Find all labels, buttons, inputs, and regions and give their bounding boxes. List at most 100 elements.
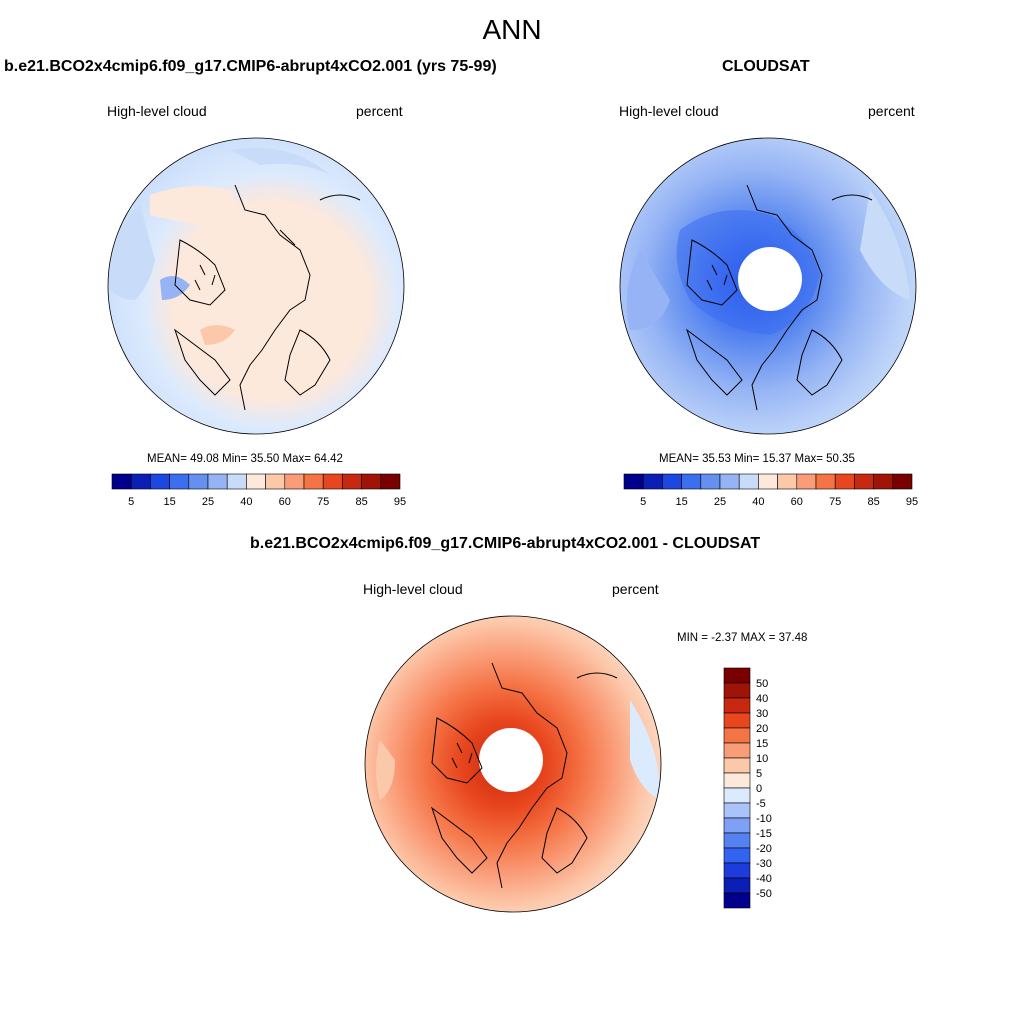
- colorbar-difference-tick-label: -50: [756, 888, 772, 900]
- map-model-field: [108, 147, 330, 345]
- colorbar-model-tick-label: 60: [279, 496, 291, 508]
- colorbar-cloudsat-swatch: [758, 473, 778, 490]
- colorbar-cloudsat-tick-label: 40: [752, 496, 764, 508]
- panel-1-variable-label: High-level cloud: [107, 103, 207, 119]
- colorbar-cloudsat-swatch: [873, 473, 894, 490]
- map-difference-field: [376, 700, 661, 800]
- colorbar-difference-swatch: [723, 712, 751, 729]
- colorbar-model-tick-label: 25: [202, 496, 214, 508]
- map-cloudsat: [619, 137, 917, 435]
- colorbar-difference-swatch: [723, 802, 751, 819]
- colorbar-model-swatch: [361, 473, 382, 490]
- colorbar-model-swatch: [342, 473, 362, 490]
- colorbar-difference-swatch: [723, 772, 751, 789]
- page-title: ANN: [482, 14, 542, 45]
- colorbar-difference-tick-label: 20: [756, 723, 768, 735]
- panel-2-units-label: percent: [868, 103, 915, 119]
- colorbar-difference-swatch: [723, 787, 751, 804]
- colorbar-difference-tick-label: 5: [756, 768, 762, 780]
- colorbar-cloudsat-swatch: [815, 473, 836, 490]
- panel-3-stats: MIN = -2.37 MAX = 37.48: [677, 632, 808, 644]
- colorbar-cloudsat-swatch: [681, 473, 702, 490]
- map-difference-frame: [364, 615, 662, 913]
- map-model: [107, 137, 405, 435]
- colorbar-difference-tick-label: -10: [756, 813, 772, 825]
- colorbar-difference-swatch: [723, 697, 751, 714]
- colorbar-cloudsat: 5 15 25 40 60 75 85 95: [623, 473, 918, 508]
- map-model-coastlines: [174, 184, 361, 411]
- map-cloudsat-pole-hole: [738, 247, 802, 311]
- colorbar-model-tick-label: 75: [317, 496, 329, 508]
- colorbar-cloudsat-swatch: [719, 473, 740, 490]
- colorbar-cloudsat-swatch: [738, 473, 759, 490]
- colorbar-model-swatch: [303, 473, 324, 490]
- panel-3-units-label: percent: [612, 581, 659, 597]
- colorbar-cloudsat-tick-label: 15: [675, 496, 687, 508]
- panel-2-title: CLOUDSAT: [722, 58, 810, 75]
- colorbar-cloudsat-swatch: [662, 473, 682, 490]
- colorbar-cloudsat-swatch: [623, 473, 644, 490]
- panel-3-variable-label: High-level cloud: [363, 581, 463, 597]
- panel-3-title: b.e21.BCO2x4cmip6.f09_g17.CMIP6-abrupt4x…: [250, 535, 761, 552]
- panel-1-title: b.e21.BCO2x4cmip6.f09_g17.CMIP6-abrupt4x…: [4, 58, 497, 75]
- colorbar-model-swatch: [130, 473, 151, 490]
- colorbar-difference-swatch: [723, 877, 751, 894]
- panel-2-variable-label: High-level cloud: [619, 103, 719, 119]
- colorbar-cloudsat-tick-label: 5: [640, 496, 646, 508]
- colorbar-model-tick-label: 95: [394, 496, 406, 508]
- colorbar-model-swatch: [111, 473, 132, 490]
- colorbar-difference-tick-label: 0: [756, 783, 762, 795]
- colorbar-model-swatch: [284, 473, 305, 490]
- colorbar-difference-swatch: [723, 667, 751, 684]
- colorbar-cloudsat-tick-label: 25: [714, 496, 726, 508]
- colorbar-difference-swatch: [723, 862, 751, 879]
- colorbar-difference-tick-label: -15: [756, 828, 772, 840]
- colorbar-model-swatch: [246, 473, 266, 490]
- colorbar-difference-swatch: [723, 757, 751, 774]
- colorbar-model-swatch: [207, 473, 228, 490]
- colorbar-model-swatch: [226, 473, 247, 490]
- panel-1-stats: MEAN= 49.08 Min= 35.50 Max= 64.42: [147, 453, 343, 465]
- colorbar-model-swatch: [188, 473, 209, 490]
- colorbar-model-tick-label: 5: [128, 496, 134, 508]
- colorbar-difference-swatch: [723, 682, 751, 699]
- colorbar-difference-tick-label: -30: [756, 858, 772, 870]
- colorbar-difference-tick-label: 15: [756, 738, 768, 750]
- colorbar-difference-swatch: [723, 847, 751, 864]
- colorbar-cloudsat-tick-label: 75: [829, 496, 841, 508]
- colorbar-cloudsat-swatch: [854, 473, 874, 490]
- colorbar-difference-tick-label: -5: [756, 798, 766, 810]
- colorbar-model-swatch: [265, 473, 286, 490]
- colorbar-model-tick-label: 85: [355, 496, 367, 508]
- colorbar-difference-tick-label: 10: [756, 753, 768, 765]
- colorbar-cloudsat-tick-label: 95: [906, 496, 918, 508]
- colorbar-model-swatch: [380, 473, 401, 490]
- map-cloudsat-coastlines: [686, 184, 873, 411]
- colorbar-cloudsat-swatch: [777, 473, 798, 490]
- colorbar-cloudsat-tick-label: 85: [867, 496, 879, 508]
- colorbar-difference-tick-label: 40: [756, 693, 768, 705]
- colorbar-difference-tick-label: -20: [756, 843, 772, 855]
- colorbar-model-swatch: [169, 473, 190, 490]
- map-difference: [364, 615, 662, 913]
- colorbar-difference-swatch: [723, 742, 751, 759]
- colorbar-difference-swatch: [723, 892, 751, 909]
- colorbar-model-swatch: [150, 473, 170, 490]
- colorbar-difference-swatch: [723, 727, 751, 744]
- map-model-frame: [107, 137, 405, 435]
- colorbar-cloudsat-tick-label: 60: [791, 496, 803, 508]
- colorbar-cloudsat-swatch: [892, 473, 913, 490]
- map-difference-coastlines: [431, 662, 618, 889]
- colorbar-model-tick-label: 15: [163, 496, 175, 508]
- colorbar-model-tick-label: 40: [240, 496, 252, 508]
- colorbar-model: 5 15 25 40 60 75 85 95: [111, 473, 406, 508]
- colorbar-cloudsat-swatch: [642, 473, 663, 490]
- colorbar-cloudsat-swatch: [796, 473, 817, 490]
- colorbar-difference-swatch: [723, 817, 751, 834]
- colorbar-cloudsat-swatch: [834, 473, 855, 490]
- map-cloudsat-frame: [619, 137, 917, 435]
- panel-2-stats: MEAN= 35.53 Min= 15.37 Max= 50.35: [659, 453, 855, 465]
- map-difference-pole-hole: [479, 728, 543, 792]
